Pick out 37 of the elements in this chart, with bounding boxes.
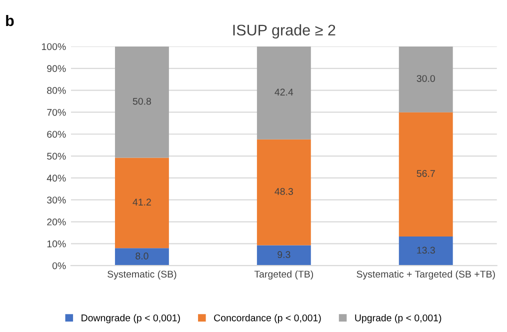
bar bbox=[114, 248, 169, 266]
y-tick-label: 40% bbox=[46, 174, 66, 182]
y-tick-label: 0% bbox=[52, 262, 66, 270]
bar bbox=[398, 236, 453, 266]
y-tick-label: 20% bbox=[47, 218, 66, 226]
legend-label: Upgrade (p < 0,001) bbox=[355, 314, 442, 324]
legend-label: Downgrade (p < 0,001) bbox=[82, 314, 180, 324]
y-tick-label: 60% bbox=[47, 130, 66, 138]
bar bbox=[398, 112, 453, 236]
y-tick-label: 90% bbox=[47, 65, 66, 72]
y-tick-label: 10% bbox=[47, 240, 66, 248]
x-tick-label: Systematic (SB) bbox=[108, 270, 176, 280]
bar bbox=[114, 158, 169, 248]
y-tick-label: 80% bbox=[47, 87, 66, 94]
bar bbox=[114, 46, 169, 158]
legend-label: Concordance (p < 0,001) bbox=[214, 314, 321, 324]
data-label: 8.0 bbox=[136, 252, 148, 260]
y-tick-label: 70% bbox=[47, 108, 66, 116]
data-label: 56.7 bbox=[416, 170, 435, 177]
x-tick-label: Targeted (TB) bbox=[254, 270, 314, 280]
data-label: 30.0 bbox=[416, 75, 435, 82]
x-tick-label: Systematic + Targeted (SB +TB) bbox=[356, 270, 495, 280]
bar bbox=[256, 46, 311, 140]
bar bbox=[398, 46, 453, 112]
data-label: 50.8 bbox=[132, 98, 151, 105]
y-tick-label: 100% bbox=[42, 43, 66, 50]
bar bbox=[256, 139, 311, 246]
bar bbox=[256, 245, 311, 266]
chart-title: ISUP grade ≥ 2 bbox=[233, 24, 336, 39]
y-tick-label: 30% bbox=[47, 196, 66, 204]
y-tick-label: 50% bbox=[47, 152, 66, 160]
data-label: 42.4 bbox=[274, 88, 294, 96]
text: b bbox=[6, 14, 14, 26]
data-label: 48.3 bbox=[274, 188, 293, 195]
data-label: 9.3 bbox=[278, 251, 290, 258]
data-label: 41.2 bbox=[132, 198, 151, 206]
data-label: 13.3 bbox=[417, 246, 435, 254]
